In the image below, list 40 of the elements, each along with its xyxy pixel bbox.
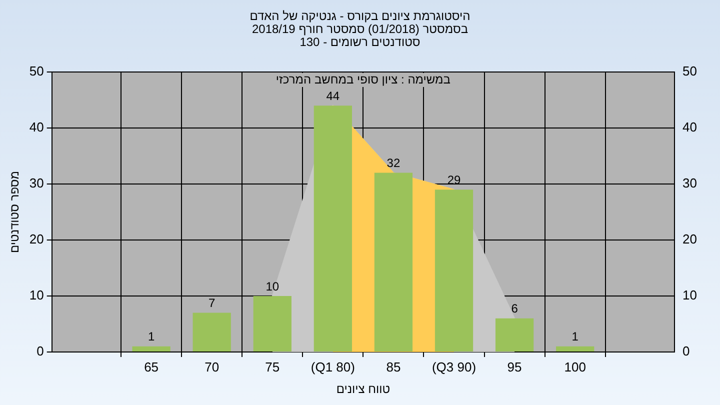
annotation: במשימה : ציון סופי במחשב המרכזי — [276, 72, 450, 86]
chart-title: היסטוגרמת ציונים בקורס - גנטיקה של האדם — [248, 9, 472, 23]
x-tick-label: 100 — [564, 359, 586, 374]
y-tick-label: 30 — [29, 176, 44, 191]
x-tick-label: 75 — [265, 359, 280, 374]
bar — [374, 172, 413, 352]
x-tick-label: 95 — [507, 359, 522, 374]
bar — [192, 312, 231, 352]
x-tick-label: (Q1 80) — [310, 359, 355, 374]
y2-tick-label: 20 — [682, 232, 698, 247]
bar — [495, 318, 534, 352]
x-tick-label: 65 — [144, 359, 159, 374]
y-tick-label: 0 — [36, 344, 44, 359]
y-tick-label: 40 — [29, 120, 44, 135]
data-label: 6 — [511, 302, 518, 316]
data-label: 1 — [148, 330, 155, 344]
y-axis-title: מספר סטודנטים — [8, 170, 22, 254]
x-tick-label: 70 — [204, 359, 220, 374]
y2-tick-label: 30 — [682, 176, 698, 191]
y2-tick-label: 0 — [682, 344, 690, 359]
data-label: 44 — [326, 88, 340, 103]
x-axis-title: טווח ציונים — [336, 382, 390, 396]
bar — [132, 346, 170, 352]
y-tick-label: 50 — [29, 64, 44, 79]
bar — [434, 190, 474, 352]
bar — [314, 106, 352, 352]
chart-subtitle: בסמסטר (01/2018) סמסטר חורף 2018/19 סטודנטים רשומים - 130 — [250, 22, 470, 49]
data-label: 7 — [208, 296, 216, 310]
data-label: 1 — [572, 330, 579, 344]
x-tick-label: (Q3 90) — [432, 359, 476, 374]
x-tick-label: 85 — [386, 359, 401, 374]
y-tick-label: 20 — [29, 232, 44, 247]
y2-tick-label: 40 — [682, 120, 698, 135]
y2-tick-label: 10 — [682, 288, 698, 303]
data-label: 10 — [266, 279, 280, 294]
bar — [253, 296, 292, 352]
data-label: 32 — [386, 156, 400, 170]
y-tick-label: 10 — [29, 288, 44, 303]
y2-tick-label: 50 — [682, 64, 698, 79]
bar — [556, 346, 594, 352]
